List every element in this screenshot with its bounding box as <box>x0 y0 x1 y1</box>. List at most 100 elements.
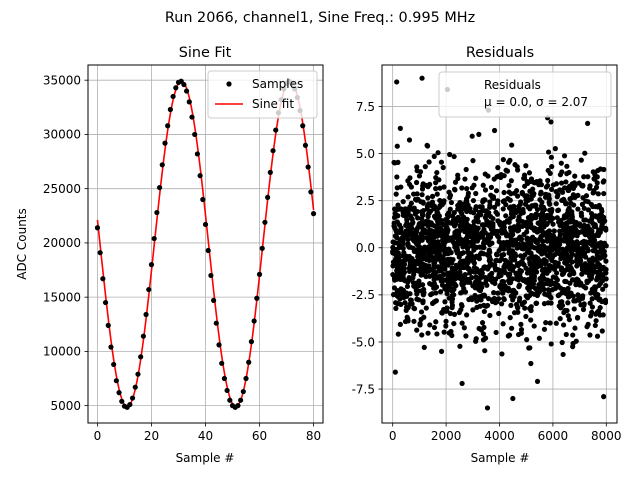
residual-point <box>563 179 569 185</box>
residual-point <box>479 320 486 326</box>
residual-point <box>397 125 403 131</box>
residual-point <box>539 286 545 292</box>
residual-point <box>516 235 522 242</box>
residual-point <box>400 245 406 251</box>
residual-point <box>558 267 565 273</box>
residual-point <box>411 267 417 273</box>
residual-point <box>593 318 599 324</box>
residual-point <box>470 158 476 164</box>
residual-point <box>457 237 464 243</box>
residual-point <box>584 278 590 284</box>
residual-point <box>574 263 580 269</box>
residual-point <box>434 209 440 215</box>
residual-point <box>524 337 530 343</box>
residual-point <box>580 293 586 299</box>
residual-point <box>486 254 493 260</box>
residual-point <box>530 278 536 284</box>
residual-point <box>510 213 516 220</box>
residual-point <box>398 269 404 275</box>
residual-point <box>400 240 406 246</box>
residual-point <box>392 214 399 220</box>
residual-point <box>510 251 516 257</box>
residual-point <box>551 281 557 287</box>
residual-point <box>565 258 571 264</box>
residual-point <box>434 331 440 337</box>
residual-point <box>592 243 598 249</box>
residual-point <box>514 304 521 310</box>
residual-point <box>559 290 565 296</box>
residual-point <box>558 255 564 262</box>
residual-point <box>395 331 401 337</box>
residual-point <box>496 239 502 245</box>
residuals-ytick-label: 0.0 <box>356 241 375 255</box>
residual-point <box>394 185 400 191</box>
residual-point <box>598 254 605 260</box>
residual-point <box>482 171 488 177</box>
residual-point <box>581 205 587 211</box>
residual-point <box>420 181 426 187</box>
residual-point <box>559 339 565 346</box>
residual-point <box>464 312 470 318</box>
residual-point <box>426 159 432 165</box>
residual-point <box>567 280 573 286</box>
residual-point <box>438 225 444 231</box>
residual-point <box>435 239 441 245</box>
residual-point <box>583 242 589 249</box>
residual-point <box>402 300 408 306</box>
residual-point <box>473 338 479 344</box>
residual-point <box>442 299 448 305</box>
residual-point <box>500 321 506 327</box>
sine-fit-ytick-label: 5000 <box>50 399 81 413</box>
residual-point <box>499 252 505 258</box>
residual-point <box>408 184 415 190</box>
residual-point <box>535 248 541 254</box>
residual-point <box>496 310 502 317</box>
residual-point <box>585 207 592 213</box>
residual-point <box>417 282 423 288</box>
residual-point <box>427 281 433 287</box>
residual-point <box>441 264 448 270</box>
residuals-ytick-label: -5.0 <box>352 335 375 349</box>
residual-point <box>589 304 596 310</box>
residual-point <box>589 271 595 277</box>
residual-point <box>443 260 449 266</box>
residual-point <box>425 195 431 201</box>
residual-point <box>395 159 401 165</box>
residual-point <box>464 241 470 247</box>
residual-point <box>434 191 440 197</box>
residual-point <box>590 237 596 243</box>
residual-point <box>481 239 487 245</box>
residual-point <box>546 195 552 201</box>
sample-point <box>183 88 190 94</box>
residual-point <box>529 225 535 231</box>
residual-point <box>421 344 427 351</box>
residual-point <box>527 345 533 351</box>
sine-fit-ytick-label: 15000 <box>43 290 81 304</box>
residual-point <box>414 327 420 333</box>
sine-fit-ticks: 0 20 40 60 80 5000 10000 15000 20000 25000 30000 35… <box>43 73 321 443</box>
residual-point <box>486 247 492 253</box>
residual-point <box>459 211 465 217</box>
sample-point <box>216 342 222 348</box>
residual-point <box>479 270 485 276</box>
residual-point <box>477 287 484 294</box>
residual-point <box>492 262 498 268</box>
residual-point <box>577 223 584 229</box>
residual-point <box>500 206 506 212</box>
residual-point <box>482 348 488 354</box>
sine-fit-legend-box <box>207 70 318 119</box>
residual-point <box>518 321 524 327</box>
residual-point <box>457 223 463 229</box>
residual-point <box>473 204 479 210</box>
residual-point <box>429 193 436 199</box>
residual-point <box>448 257 454 263</box>
sample-point <box>156 184 163 191</box>
residual-point <box>515 167 521 173</box>
residual-point <box>481 324 487 330</box>
residual-point <box>398 225 404 231</box>
residual-point <box>579 271 585 277</box>
residual-point <box>483 212 489 218</box>
residual-point <box>437 289 444 295</box>
residual-point <box>465 250 472 256</box>
residual-point <box>479 204 485 210</box>
